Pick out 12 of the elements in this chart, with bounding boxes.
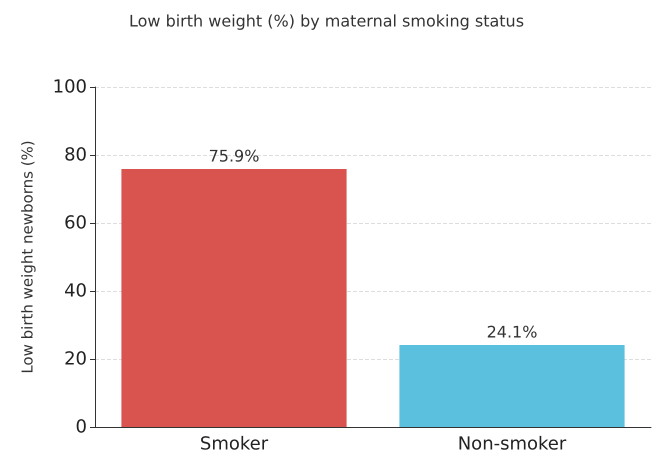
chart-title: Low birth weight (%) by maternal smoking status [128, 12, 524, 30]
y-tick-label: 60 [64, 212, 87, 234]
x-tick-label: Smoker [200, 434, 269, 454]
y-tick-label: 20 [64, 348, 87, 370]
y-axis-title: Low birth weight newborns (%) [18, 140, 36, 374]
y-tick-label: 0 [76, 416, 87, 438]
x-tick-label: Non-smoker [458, 434, 567, 454]
y-tick-label: 40 [64, 280, 87, 302]
data-label: 24.1% [486, 322, 538, 342]
y-tick-label: 100 [52, 76, 87, 98]
y-tick-label: 80 [64, 144, 87, 166]
data-label: 75.9% [208, 146, 260, 166]
